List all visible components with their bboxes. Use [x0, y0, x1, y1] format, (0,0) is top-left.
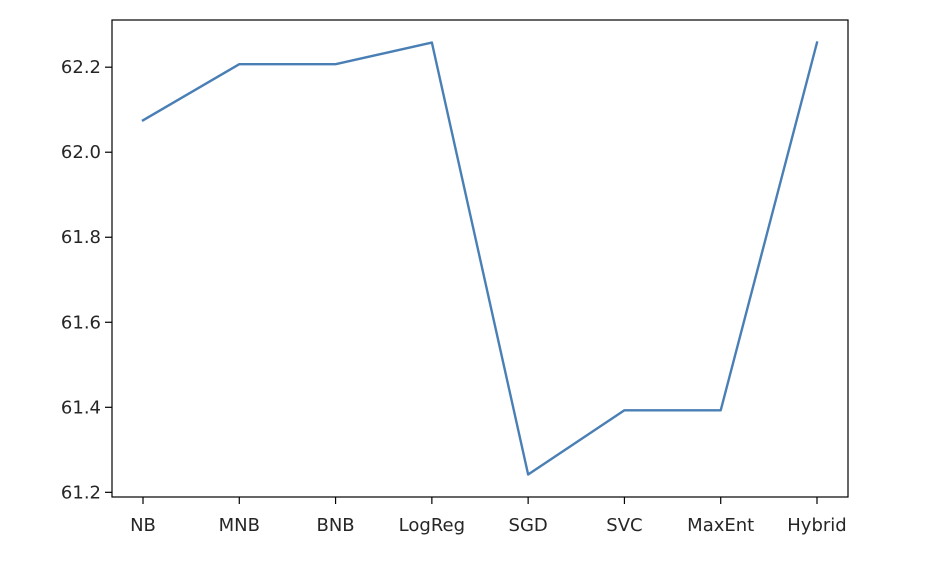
x-tick-label: SVC [606, 515, 642, 536]
x-tick-label: MaxEnt [687, 515, 754, 536]
y-tick-label: 61.8 [61, 227, 101, 248]
y-tick-label: 61.6 [61, 312, 101, 333]
plot-layer: 61.2 61.4 61.6 61.8 62.0 62.2 NB MNB BNB LogReg SG… [61, 19, 849, 536]
x-tick-label: Hybrid [787, 515, 846, 536]
x-tick-label: LogReg [399, 515, 465, 536]
y-tick-label: 61.2 [61, 482, 101, 503]
x-tick-label: MNB [219, 515, 260, 536]
y-tick-label: 61.4 [61, 397, 101, 418]
axes-frame [111, 19, 849, 498]
series-line [141, 41, 819, 476]
x-tick-label: BNB [316, 515, 354, 536]
x-tick-label: SGD [509, 515, 548, 536]
y-tick-label: 62.0 [61, 142, 101, 163]
x-tick-label: NB [130, 515, 156, 536]
y-tick-label: 62.2 [61, 57, 101, 78]
